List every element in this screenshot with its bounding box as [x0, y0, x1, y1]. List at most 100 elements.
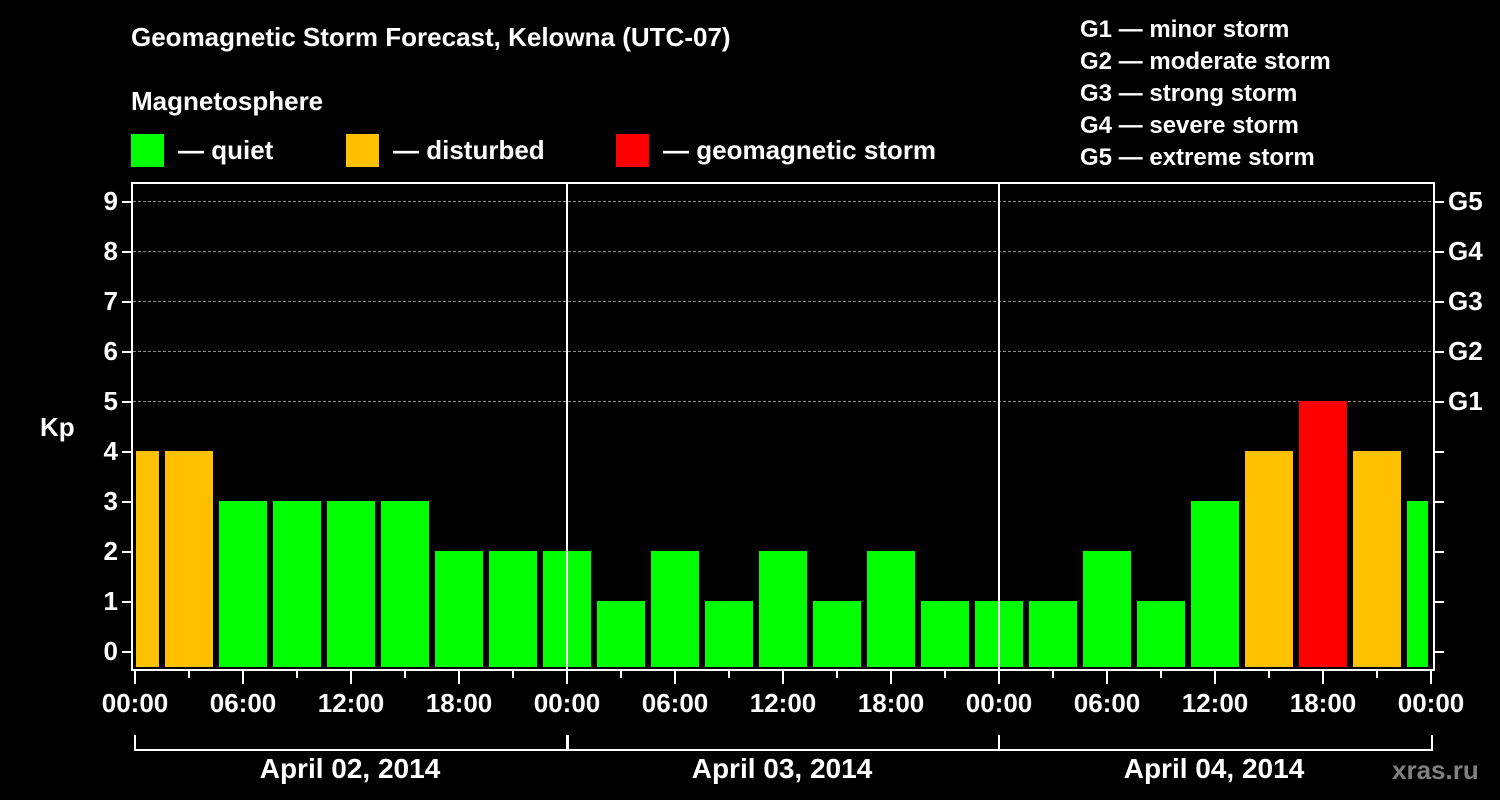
- x-tick-major: [998, 670, 1000, 684]
- bar-quiet: [1191, 501, 1239, 667]
- y-tick-right: [1434, 351, 1444, 353]
- bar-quiet: [1083, 551, 1131, 667]
- bar-quiet: [813, 601, 861, 667]
- y-tick: [122, 551, 132, 553]
- y-tick-right: [1434, 401, 1444, 403]
- date-bracket: [998, 735, 1433, 751]
- x-tick-minor: [836, 670, 838, 678]
- g-tick-label: G5: [1448, 186, 1483, 216]
- x-tick-label: 00:00: [1397, 688, 1465, 718]
- y-tick: [122, 601, 132, 603]
- x-tick-major: [1106, 670, 1108, 684]
- bar-quiet: [597, 601, 645, 667]
- y-tick: [122, 451, 132, 453]
- g-scale-item: G5 — extreme storm: [1080, 144, 1315, 171]
- g-scale-legend: G1 — minor storm G2 — moderate storm G3 …: [1080, 14, 1331, 174]
- bar-quiet: [651, 551, 699, 667]
- g-tick-label: G1: [1448, 386, 1483, 416]
- date-bracket: [134, 735, 569, 751]
- x-tick-minor: [1268, 670, 1270, 678]
- y-axis-label: Kp: [40, 412, 75, 442]
- legend-swatch-quiet: [131, 134, 164, 167]
- g-tick-label: G4: [1448, 236, 1483, 266]
- date-label: April 02, 2014: [259, 753, 441, 784]
- y-tick: [122, 351, 132, 353]
- x-tick-label: 18:00: [425, 688, 493, 718]
- y-tick-label: 2: [103, 536, 118, 566]
- grid-line: [133, 301, 1431, 302]
- date-label: April 04, 2014: [1123, 753, 1305, 784]
- x-tick-major: [1322, 670, 1324, 684]
- bar-quiet: [1029, 601, 1077, 667]
- bar-quiet: [705, 601, 753, 667]
- date-bracket: [566, 735, 1000, 751]
- x-tick-minor: [1052, 670, 1054, 678]
- y-tick: [122, 501, 132, 503]
- bar-quiet: [921, 601, 969, 667]
- date-label: April 03, 2014: [691, 753, 873, 784]
- x-tick-major: [890, 670, 892, 684]
- x-tick-label: 06:00: [209, 688, 277, 718]
- legend-label-storm: — geomagnetic storm: [663, 135, 937, 165]
- legend-swatch-disturbed: [346, 134, 379, 167]
- y-tick: [122, 301, 132, 303]
- x-tick-label: 00:00: [965, 688, 1033, 718]
- legend-item-storm: — geomagnetic storm: [616, 134, 936, 167]
- y-tick-right: [1434, 251, 1444, 253]
- bar-disturbed: [165, 451, 213, 667]
- y-tick: [122, 201, 132, 203]
- legend-item-quiet: — quiet: [131, 134, 273, 167]
- x-tick-major: [350, 670, 352, 684]
- x-tick-minor: [944, 670, 946, 678]
- x-tick-minor: [188, 670, 190, 678]
- bar-disturbed: [1353, 451, 1401, 667]
- y-tick-label: 6: [103, 336, 118, 366]
- legend-label-quiet: — quiet: [178, 135, 274, 165]
- x-tick-minor: [728, 670, 730, 678]
- bar-disturbed: [136, 451, 159, 667]
- watermark: xras.ru: [1392, 755, 1479, 785]
- x-tick-minor: [512, 670, 514, 678]
- bar-quiet: [381, 501, 429, 667]
- x-tick-major: [458, 670, 460, 684]
- x-tick-major: [674, 670, 676, 684]
- y-tick-label: 4: [103, 436, 118, 466]
- x-tick-label: 18:00: [1289, 688, 1357, 718]
- y-tick-label: 0: [103, 636, 118, 666]
- bar-disturbed: [1245, 451, 1293, 667]
- g-scale-item: G1 — minor storm: [1080, 16, 1290, 43]
- x-tick-label: 06:00: [1073, 688, 1141, 718]
- y-tick-label: 7: [103, 286, 118, 316]
- x-tick-minor: [620, 670, 622, 678]
- bar-quiet: [273, 501, 321, 667]
- g-tick-label: G2: [1448, 336, 1483, 366]
- x-tick-label: 00:00: [101, 688, 169, 718]
- g-scale-item: G2 — moderate storm: [1080, 48, 1331, 75]
- y-tick-right: [1434, 451, 1444, 453]
- x-tick-label: 18:00: [857, 688, 925, 718]
- x-tick-major: [782, 670, 784, 684]
- day-separator: [566, 182, 568, 669]
- x-tick-label: 12:00: [1181, 688, 1249, 718]
- grid-line: [133, 401, 1431, 402]
- grid-line: [133, 251, 1431, 252]
- y-tick-right: [1434, 551, 1444, 553]
- bar-storm: [1299, 401, 1347, 667]
- y-tick-right: [1434, 501, 1444, 503]
- chart-title: Geomagnetic Storm Forecast, Kelowna (UTC…: [131, 22, 731, 52]
- y-tick-label: 3: [103, 486, 118, 516]
- x-tick-minor: [296, 670, 298, 678]
- y-tick-right: [1434, 601, 1444, 603]
- x-tick-minor: [1160, 670, 1162, 678]
- bar-quiet: [759, 551, 807, 667]
- legend-item-disturbed: — disturbed: [346, 134, 545, 167]
- grid-line: [133, 351, 1431, 352]
- bar-quiet: [867, 551, 915, 667]
- y-tick-right: [1434, 201, 1444, 203]
- g-tick-label: G3: [1448, 286, 1483, 316]
- bar-quiet: [1407, 501, 1428, 667]
- bar-quiet: [489, 551, 537, 667]
- y-tick-label: 9: [103, 186, 118, 216]
- y-tick: [122, 651, 132, 653]
- bar-quiet: [435, 551, 483, 667]
